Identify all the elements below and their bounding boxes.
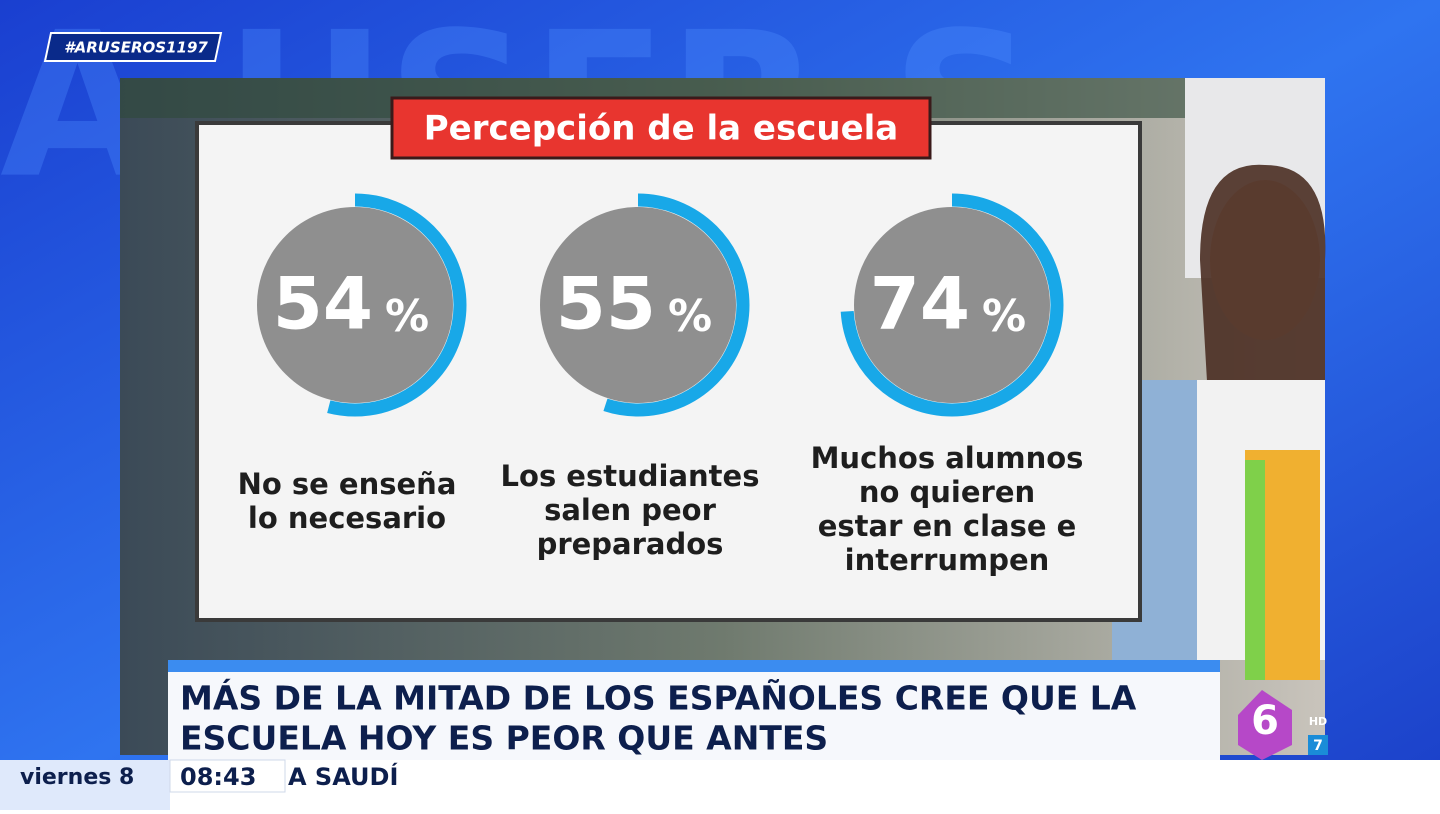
ring-disc <box>854 207 1050 403</box>
channel-badge: 7 <box>1313 738 1323 754</box>
stat-value: 55 <box>556 262 656 346</box>
ring-disc <box>540 207 736 403</box>
channel-badge-box <box>1308 735 1328 755</box>
stat-value: 74 <box>870 262 970 346</box>
ring-arc <box>840 193 1064 417</box>
ticker-day-box <box>0 760 170 810</box>
headline-strip <box>168 660 1220 672</box>
panel-title: Percepción de la escuela <box>424 109 899 149</box>
stat-label: salen peor <box>544 493 717 527</box>
stat-label: No se enseña <box>238 467 457 501</box>
headline-box <box>168 672 1220 760</box>
stat-label: preparados <box>537 527 724 561</box>
hashtag-box <box>43 32 223 62</box>
stat-unit: % <box>668 291 712 342</box>
stat-label: interrumpen <box>845 543 1050 577</box>
stat-label: Los estudiantes <box>501 459 760 493</box>
stat-unit: % <box>385 291 429 342</box>
headline-line: MÁS DE LA MITAD DE LOS ESPAÑOLES CREE QU… <box>180 678 1137 718</box>
ticker-text: A SAUDÍ <box>288 762 398 791</box>
channel-logo-shape <box>1238 690 1292 760</box>
stat-label: no quieren <box>859 475 1035 509</box>
ticker-day: viernes 8 <box>20 765 134 790</box>
ring-arc <box>243 193 467 417</box>
stat-label: estar en clase e <box>818 509 1077 543</box>
stat-label: lo necesario <box>248 501 446 535</box>
ticker-time-box <box>169 759 286 793</box>
panel-title-box <box>390 96 932 160</box>
stat-label: Muchos alumnos <box>811 441 1084 475</box>
stat-unit: % <box>982 291 1026 342</box>
ring-arc <box>526 193 750 417</box>
ticker-time: 08:43 <box>180 763 256 791</box>
person-folders <box>1245 460 1265 680</box>
hashtag: #ARUSEROS1197 <box>64 39 208 57</box>
ring-disc <box>257 207 453 403</box>
channel-logo: 6 <box>1251 698 1279 744</box>
hd-badge: HD <box>1309 715 1327 728</box>
stat-value: 54 <box>273 262 373 346</box>
headline-line: ESCUELA HOY ES PEOR QUE ANTES <box>180 719 828 758</box>
